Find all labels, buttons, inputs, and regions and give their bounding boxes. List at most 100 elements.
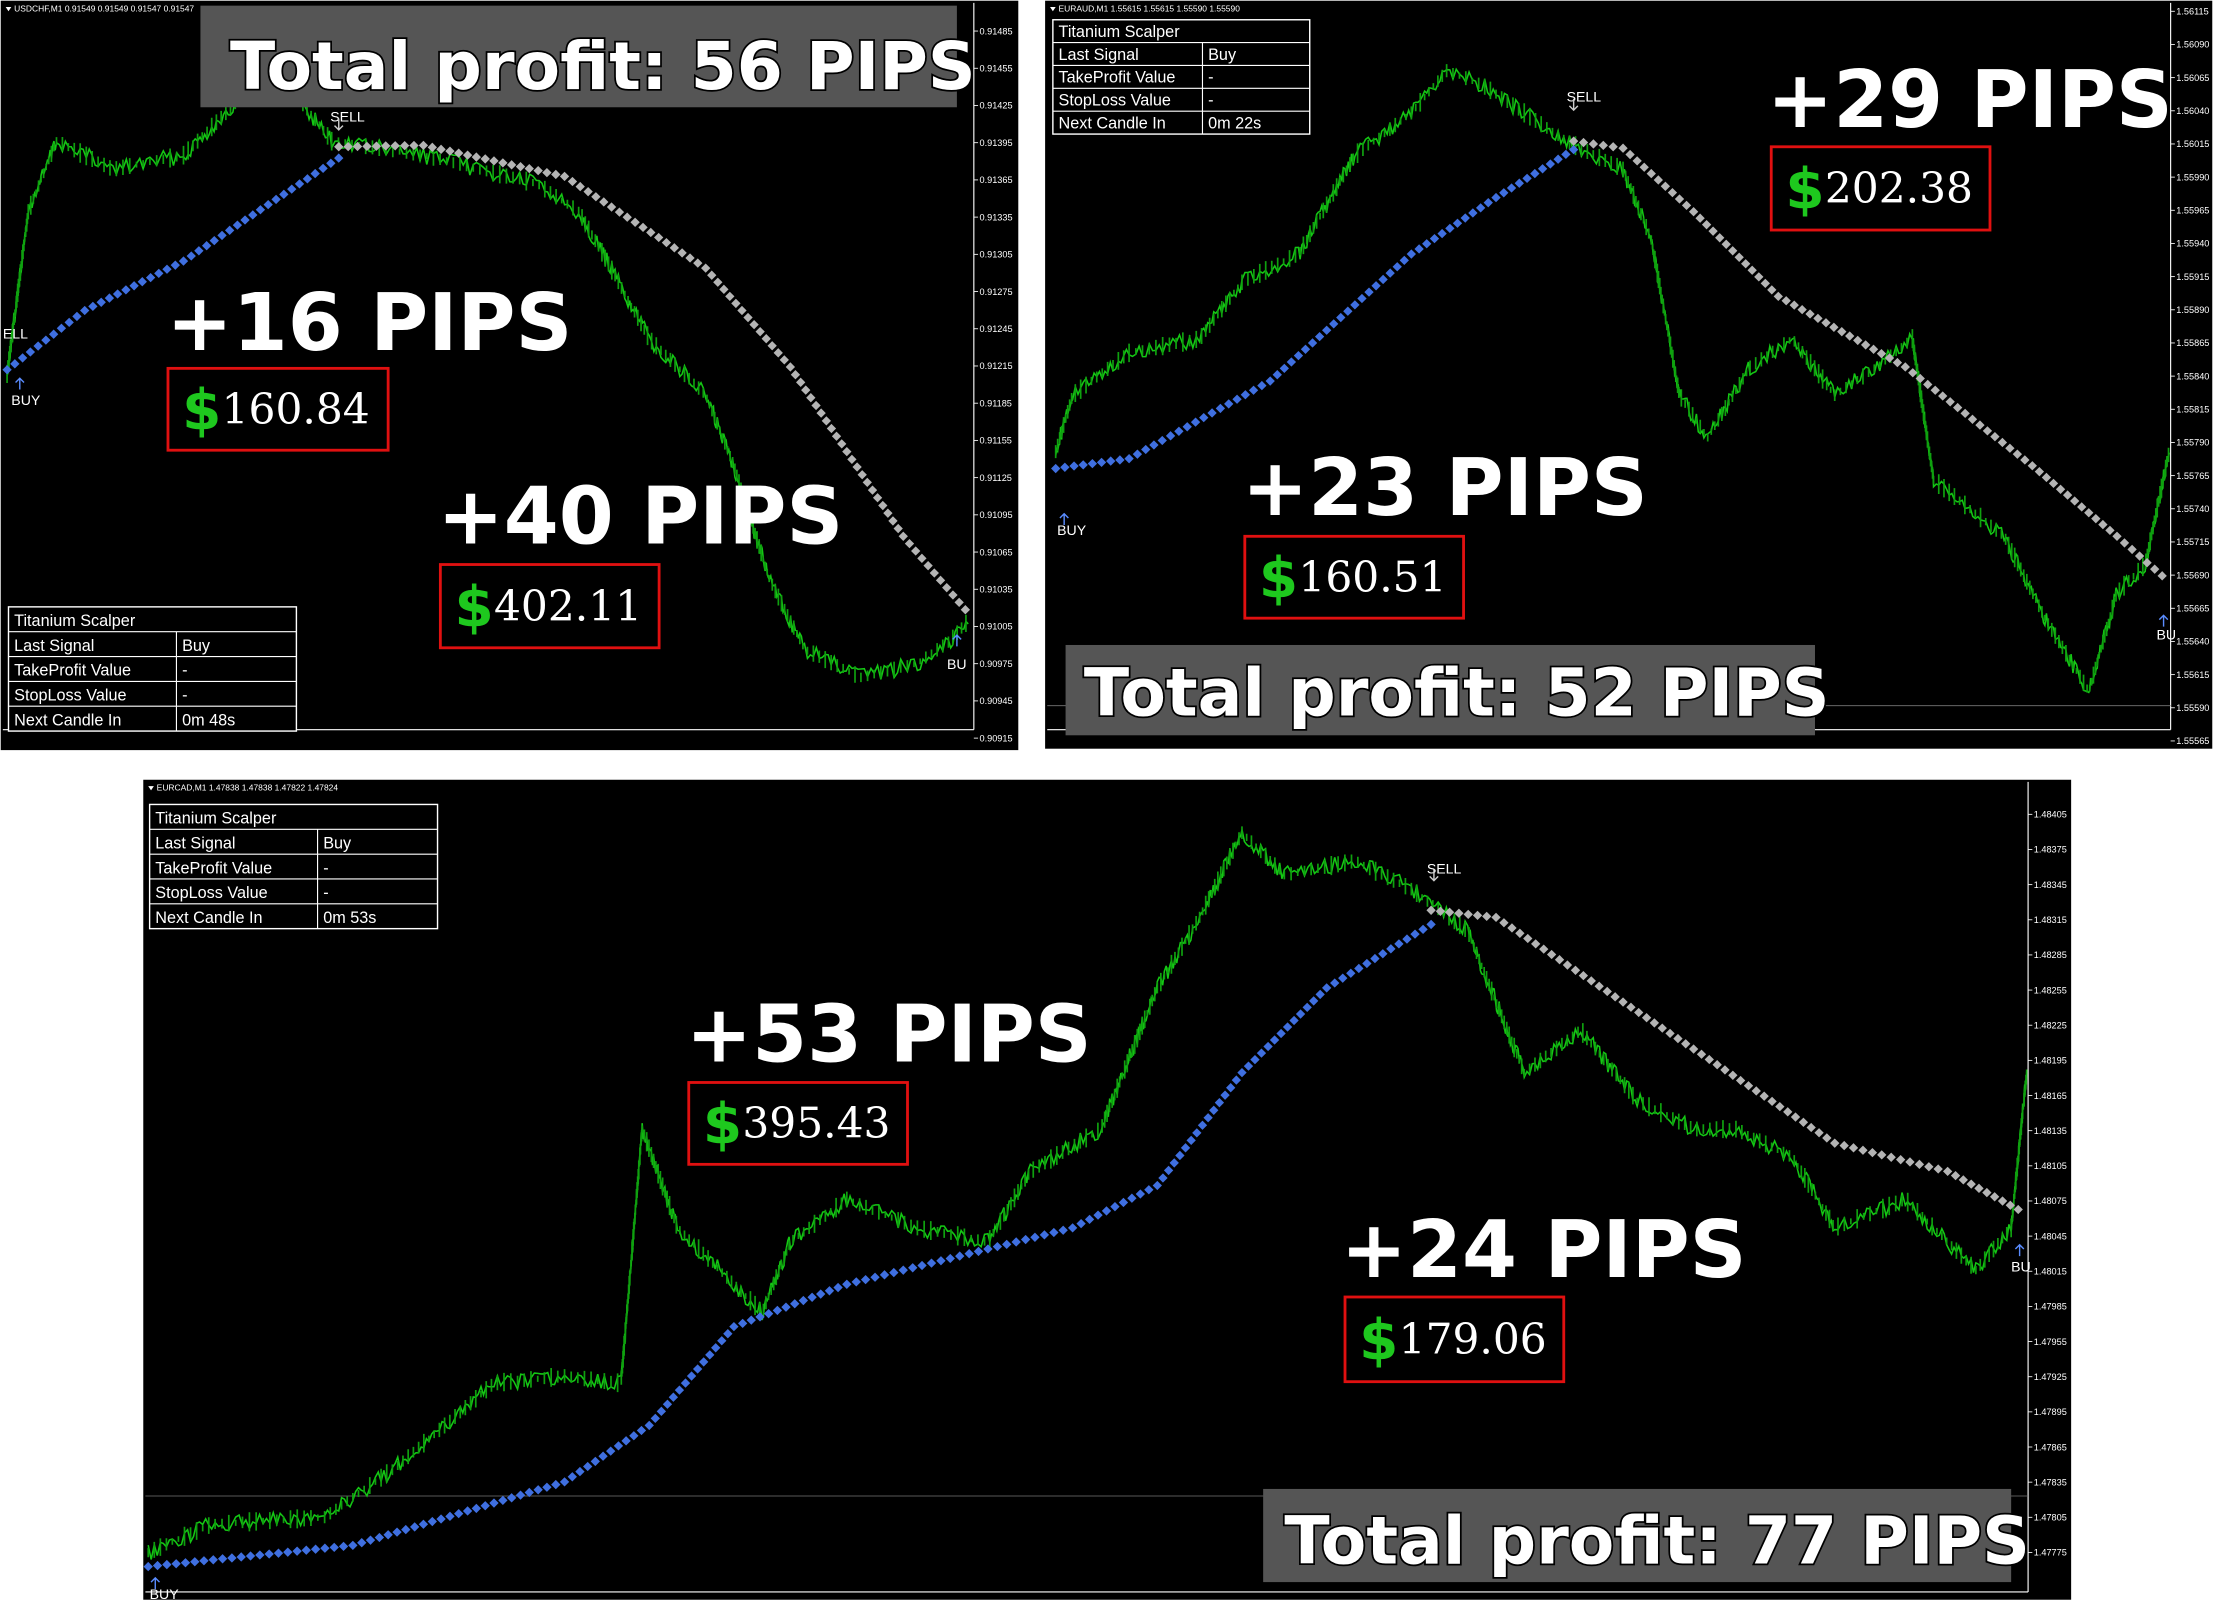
signal-arrow — [2014, 1243, 2025, 1257]
sell-trend-line — [334, 140, 971, 615]
trade-currency: $ — [703, 1092, 742, 1157]
trade-amount: 160.84 — [222, 384, 370, 433]
total-profit: Total profit: 77 PIPS — [1284, 1502, 2030, 1580]
table-value: - — [182, 687, 187, 705]
table-value: - — [1208, 69, 1213, 87]
signal-arrow — [952, 634, 962, 647]
signal-label: BU — [2157, 626, 2177, 642]
price-label: 1.55890 — [2176, 305, 2209, 315]
price-label: 0.90915 — [979, 733, 1012, 743]
signal-arrow — [15, 377, 25, 390]
price-label: 1.55765 — [2176, 471, 2209, 481]
table-key: StopLoss Value — [155, 884, 267, 902]
table-key: Last Signal — [1059, 46, 1139, 64]
total-profit: Total profit: 56 PIPS — [230, 27, 976, 105]
chart-header: EURCAD,M1 1.47838 1.47838 1.47822 1.4782… — [157, 782, 339, 792]
trade-box — [687, 1081, 909, 1166]
price-label: 1.55815 — [2176, 405, 2209, 415]
table-value: - — [1208, 92, 1213, 110]
signal-label: BU — [2011, 1259, 2031, 1275]
price-label: 1.48405 — [2034, 810, 2067, 820]
table-value: 0m 53s — [323, 909, 376, 927]
price-label: 1.48045 — [2034, 1231, 2067, 1241]
window-frame — [141, 778, 2073, 1601]
signal-arrow — [2158, 614, 2169, 627]
price-line — [1054, 67, 2170, 694]
buy-trend-line — [2, 153, 344, 375]
chart-header: EURAUD,M1 1.55615 1.55615 1.55590 1.5559… — [1059, 3, 1241, 13]
menu-triangle — [1050, 7, 1056, 12]
price-label: 1.48135 — [2034, 1126, 2067, 1136]
signal-label: SELL — [1427, 861, 1462, 877]
trade-pips: +16 PIPS — [167, 277, 573, 369]
signal-arrow — [1568, 98, 1579, 112]
trade-amount: 179.06 — [1399, 1314, 1547, 1363]
trade-box — [1769, 145, 1992, 232]
table-value: Buy — [1208, 46, 1237, 64]
table-value: 0m 48s — [182, 711, 235, 729]
price-label: 0.91185 — [979, 398, 1011, 408]
trade-currency: $ — [182, 378, 221, 443]
table-key: TakeProfit Value — [155, 859, 272, 877]
table-key: TakeProfit Value — [14, 662, 131, 680]
candles — [147, 826, 2028, 1558]
trade-pips: +29 PIPS — [1767, 54, 2173, 146]
trade-amount: 160.51 — [1298, 552, 1446, 601]
total-profit: Total profit: 52 PIPS — [1084, 654, 1830, 732]
price-label: 1.56015 — [2176, 139, 2209, 149]
price-label: 0.91005 — [979, 622, 1012, 632]
price-label: 1.56115 — [2176, 7, 2208, 17]
menu-triangle — [148, 786, 154, 791]
price-label: 1.55865 — [2176, 338, 2209, 348]
price-label: 1.47865 — [2034, 1442, 2067, 1452]
signal-label: BUY — [11, 392, 41, 408]
trade-box — [1343, 1295, 1566, 1384]
price-label: 0.91065 — [979, 547, 1012, 557]
trade-currency: $ — [1259, 546, 1298, 611]
table-value: - — [182, 662, 187, 680]
signal-arrow — [1429, 869, 1439, 882]
price-label: 0.91365 — [979, 175, 1012, 185]
info-table — [7, 606, 298, 732]
price-label: 1.55715 — [2176, 537, 2209, 547]
price-label: 1.48015 — [2034, 1267, 2067, 1277]
price-label: 1.56065 — [2176, 73, 2209, 83]
price-label: 0.90975 — [979, 659, 1012, 669]
trade-box — [166, 366, 390, 452]
price-label: 1.55990 — [2176, 172, 2209, 182]
price-label: 1.48345 — [2034, 880, 2067, 890]
price-label: 0.91035 — [979, 585, 1012, 595]
price-label: 1.47775 — [2034, 1548, 2067, 1558]
menu-triangle — [5, 7, 12, 12]
price-label: 0.91305 — [979, 250, 1012, 260]
price-label: 0.91215 — [979, 361, 1012, 371]
price-label: 0.91425 — [979, 101, 1012, 111]
price-label: 0.91245 — [979, 324, 1012, 334]
price-label: 1.55565 — [2176, 736, 2209, 746]
price-label: 1.48105 — [2034, 1161, 2067, 1171]
trade-currency: $ — [454, 575, 493, 640]
price-label: 1.55665 — [2176, 604, 2209, 614]
table-key: Next Candle In — [155, 909, 262, 927]
table-value: 0m 22s — [1208, 114, 1261, 132]
candles — [1054, 64, 2170, 693]
trade-currency: $ — [1359, 1308, 1398, 1373]
signal-label: BU — [947, 656, 967, 672]
total-banner — [1263, 1488, 2012, 1583]
price-label: 1.55590 — [2176, 703, 2209, 713]
table-value: Buy — [323, 834, 352, 852]
trade-pips: +24 PIPS — [1341, 1204, 1747, 1296]
table-key: Next Candle In — [14, 711, 121, 729]
price-label: 1.48075 — [2034, 1196, 2067, 1206]
price-label: 1.48285 — [2034, 950, 2067, 960]
trade-amount: 402.11 — [494, 581, 642, 630]
total-banner — [1065, 644, 1815, 736]
table-key: TakeProfit Value — [1059, 69, 1176, 87]
price-label: 1.47835 — [2034, 1477, 2067, 1487]
price-label: 1.48195 — [2034, 1056, 2067, 1066]
signal-label: BUY — [1057, 522, 1087, 538]
signal-label: SELL — [1567, 89, 1602, 105]
price-label: 1.47955 — [2034, 1337, 2067, 1347]
table-title: Titanium Scalper — [14, 612, 136, 630]
